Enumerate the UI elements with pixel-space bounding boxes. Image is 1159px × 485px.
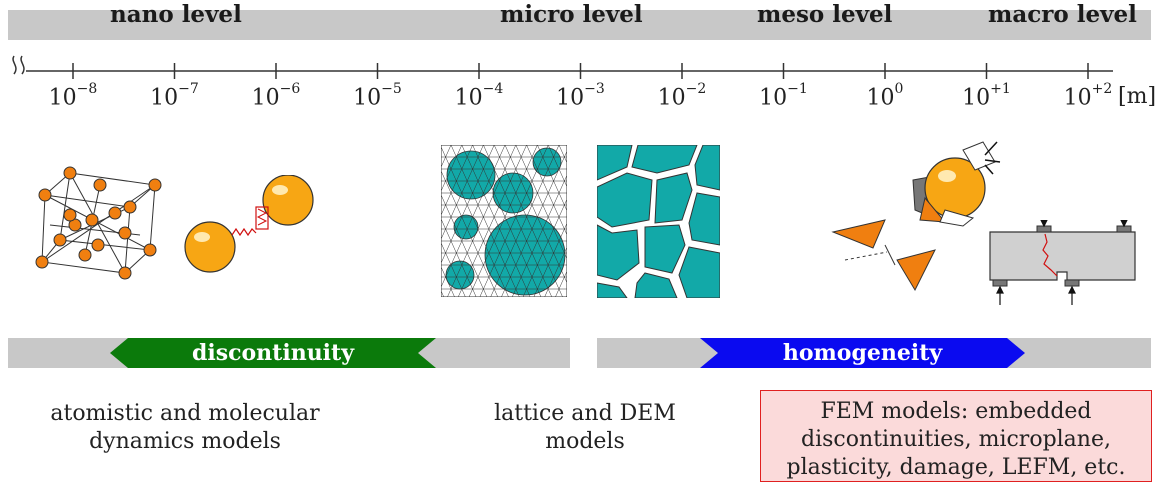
- atomistic-line-1: atomistic and molecular: [50, 401, 320, 426]
- scale-axis: [12, 55, 1113, 79]
- level-bar: [8, 10, 1151, 40]
- tick-label: 10+1: [962, 81, 1011, 111]
- homogeneity-arrow: [700, 338, 1025, 368]
- axis-break-icon: [12, 55, 25, 75]
- meso-level-label: meso level: [757, 1, 893, 28]
- tick-label: 10−5: [353, 81, 402, 111]
- dem-particles-illustration: [597, 145, 720, 298]
- discontinuity-arrow: [110, 338, 436, 368]
- atomistic-description: atomistic and molecular dynamics models: [20, 400, 350, 456]
- tick-label: 10−3: [556, 81, 605, 111]
- nano-level-label: nano level: [110, 1, 242, 28]
- discontinuity-label: discontinuity: [191, 340, 354, 366]
- homogeneity-label: homogeneity: [782, 340, 943, 366]
- macro-level-label: macro level: [988, 1, 1137, 28]
- crystal-lattice-illustration: [35, 166, 162, 280]
- tick-label: 10−7: [150, 81, 199, 111]
- atomistic-line-2: dynamics models: [89, 429, 281, 454]
- fem-line-2: discontinuities, microplane,: [801, 427, 1111, 452]
- axis-unit: [m]: [1118, 84, 1157, 109]
- molecular-spring-illustration: [184, 175, 314, 273]
- fem-description: FEM models: embedded discontinuities, mi…: [760, 398, 1152, 482]
- tick-label: 10−1: [759, 81, 808, 111]
- lattice-mesh-illustration: [441, 145, 567, 297]
- micro-level-label: micro level: [500, 1, 643, 28]
- fem-line-3: plasticity, damage, LEFM, etc.: [786, 455, 1126, 480]
- fem-box: [760, 390, 1152, 482]
- macro-beam-illustration: [989, 220, 1136, 305]
- meso-particle-illustration: [831, 141, 1001, 292]
- tick-label: 10+2: [1063, 81, 1113, 111]
- tick-label: 100: [866, 81, 904, 111]
- tick-label: 10−6: [251, 81, 301, 111]
- lattice-line-2: models: [545, 429, 625, 454]
- lattice-line-1: lattice and DEM: [494, 401, 676, 426]
- tick-label: 10−2: [657, 81, 707, 111]
- fem-line-1: FEM models: embedded: [820, 399, 1092, 424]
- lattice-description: lattice and DEM models: [460, 400, 710, 456]
- tick-label: 10−4: [454, 81, 504, 111]
- tick-label: 10−8: [48, 81, 98, 111]
